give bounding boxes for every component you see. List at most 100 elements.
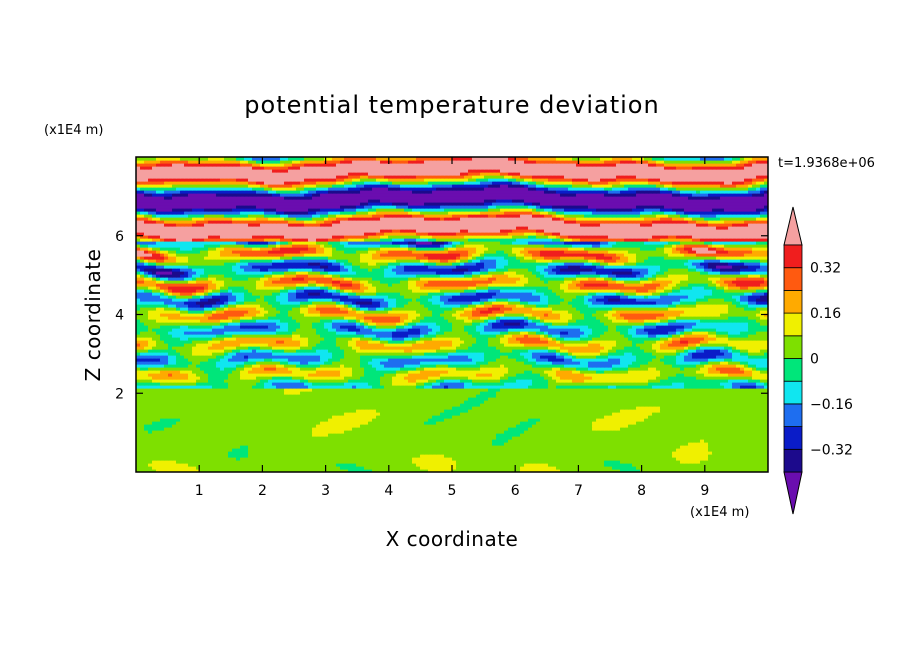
heatmap-cell — [396, 442, 401, 446]
heatmap-cell — [752, 442, 757, 446]
heatmap-cell — [476, 403, 481, 407]
heatmap-cell — [240, 427, 245, 431]
heatmap-cell — [580, 403, 585, 407]
heatmap-cell — [556, 406, 561, 410]
heatmap-cell — [212, 451, 217, 455]
heatmap-cell — [300, 403, 305, 407]
heatmap-cell — [152, 433, 157, 437]
heatmap-cell — [468, 457, 473, 461]
heatmap-cell — [144, 418, 149, 422]
heatmap-cell — [384, 436, 389, 440]
heatmap-cell — [420, 439, 425, 443]
heatmap-cell — [536, 466, 541, 470]
heatmap-cell — [740, 421, 745, 425]
heatmap-cell — [488, 421, 493, 425]
heatmap-cell — [664, 427, 669, 431]
heatmap-cell — [652, 445, 657, 449]
heatmap-cell — [508, 412, 513, 416]
heatmap-cell — [408, 469, 413, 472]
heatmap-cell — [556, 427, 561, 431]
heatmap-cell — [616, 454, 621, 458]
heatmap-cell — [160, 448, 165, 452]
heatmap-cell — [232, 445, 237, 449]
heatmap-cell — [368, 433, 373, 437]
heatmap-cell — [752, 451, 757, 455]
heatmap-cell — [316, 427, 321, 431]
heatmap-cell — [720, 457, 725, 461]
heatmap-cell — [200, 397, 205, 401]
heatmap-cell — [224, 406, 229, 410]
heatmap-cell — [248, 454, 253, 458]
heatmap-cell — [476, 418, 481, 422]
heatmap-cell — [204, 442, 209, 446]
heatmap-cell — [608, 415, 613, 419]
heatmap-cell — [160, 397, 165, 401]
heatmap-cell — [560, 418, 565, 422]
heatmap-cell — [420, 454, 425, 458]
heatmap-cell — [584, 400, 589, 404]
heatmap-cell — [428, 442, 433, 446]
heatmap-cell — [640, 409, 645, 413]
heatmap-cell — [320, 469, 325, 472]
heatmap-cell — [580, 406, 585, 410]
heatmap-cell — [444, 406, 449, 410]
heatmap-cell — [164, 466, 169, 470]
heatmap-cell — [296, 409, 301, 413]
heatmap-cell — [596, 400, 601, 404]
heatmap-cell — [636, 460, 641, 464]
heatmap-cell — [312, 463, 317, 467]
heatmap-cell — [396, 415, 401, 419]
heatmap-cell — [716, 418, 721, 422]
heatmap-cell — [556, 418, 561, 422]
heatmap-cell — [176, 418, 181, 422]
heatmap-cell — [136, 418, 141, 422]
heatmap-cell — [280, 469, 285, 472]
heatmap-cell — [448, 466, 453, 470]
heatmap-cell — [720, 436, 725, 440]
heatmap-cell — [504, 397, 509, 401]
heatmap-cell — [388, 406, 393, 410]
heatmap-cell — [520, 454, 525, 458]
heatmap-cell — [520, 403, 525, 407]
heatmap-cell — [732, 469, 737, 472]
heatmap-cell — [200, 439, 205, 443]
heatmap-cell — [208, 463, 213, 467]
heatmap-cell — [364, 424, 369, 428]
heatmap-cell — [292, 421, 297, 425]
heatmap-cell — [336, 469, 341, 472]
heatmap-cell — [740, 439, 745, 443]
heatmap-cell — [464, 430, 469, 434]
heatmap-cell — [444, 427, 449, 431]
heatmap-cell — [384, 415, 389, 419]
heatmap-cell — [664, 445, 669, 449]
heatmap-cell — [272, 454, 277, 458]
heatmap-cell — [456, 463, 461, 467]
heatmap-cell — [544, 403, 549, 407]
heatmap-cell — [312, 448, 317, 452]
heatmap-cell — [168, 430, 173, 434]
heatmap-cell — [160, 433, 165, 437]
heatmap-cell — [356, 433, 361, 437]
heatmap-cell — [244, 409, 249, 413]
heatmap-cell — [308, 433, 313, 437]
heatmap-cell — [608, 454, 613, 458]
heatmap-cell — [516, 415, 521, 419]
heatmap-cell — [268, 418, 273, 422]
heatmap-cell — [472, 418, 477, 422]
heatmap-cell — [496, 418, 501, 422]
heatmap-cell — [168, 424, 173, 428]
heatmap-cell — [184, 403, 189, 407]
heatmap-cell — [736, 448, 741, 452]
heatmap-cell — [236, 457, 241, 461]
heatmap-cell — [496, 409, 501, 413]
heatmap-cell — [536, 409, 541, 413]
heatmap-cell — [724, 436, 729, 440]
heatmap-cell — [328, 463, 333, 467]
heatmap-cell — [352, 409, 357, 413]
heatmap-cell — [740, 406, 745, 410]
heatmap-cell — [244, 400, 249, 404]
heatmap-cell — [224, 454, 229, 458]
heatmap-cell — [440, 421, 445, 425]
heatmap-cell — [760, 403, 765, 407]
heatmap-cell — [276, 424, 281, 428]
